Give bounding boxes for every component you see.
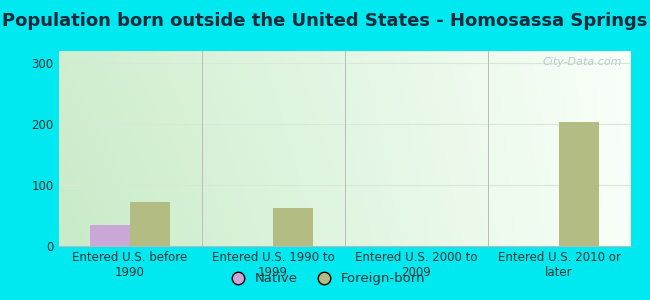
Bar	[90, 225, 130, 246]
Text: Population born outside the United States - Homosassa Springs: Population born outside the United State…	[3, 12, 647, 30]
Bar	[130, 202, 170, 246]
Legend: Native, Foreign-born: Native, Foreign-born	[219, 267, 431, 290]
Bar	[273, 208, 313, 246]
Text: City-Data.com: City-Data.com	[542, 57, 622, 67]
Bar	[559, 122, 599, 246]
